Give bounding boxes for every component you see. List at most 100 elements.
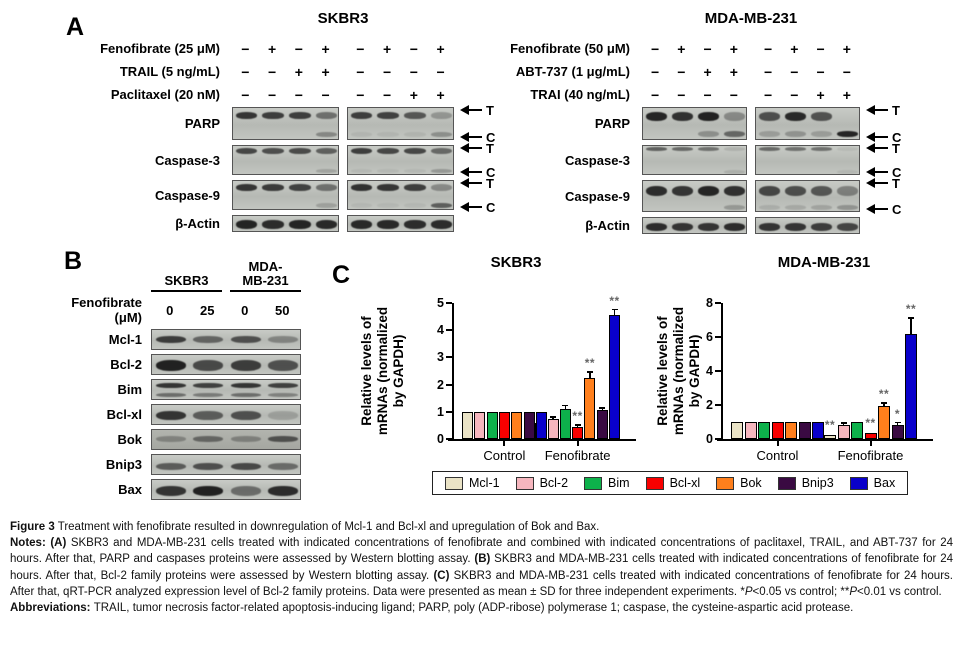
protein-row: Caspase-9 T C <box>500 176 906 217</box>
y-tick-label: 2 <box>437 377 444 392</box>
significance-marker: ** <box>878 387 890 402</box>
treatment-sign: − <box>268 86 277 103</box>
blot-lanes <box>151 404 301 425</box>
protein-label: Caspase-9 <box>154 187 220 203</box>
legend-label: Bcl-2 <box>539 476 569 490</box>
protein-band <box>430 183 453 191</box>
error-bar <box>564 405 566 410</box>
protein-band <box>230 335 261 343</box>
treatment-signs: − − + + − − − − <box>642 64 860 80</box>
protein-band <box>784 222 806 231</box>
protein-row: Bax <box>48 479 301 500</box>
bar-bax <box>609 315 620 439</box>
x-group-label: Fenofibrate <box>544 448 611 463</box>
treatment-sign: − <box>356 63 365 80</box>
legend-item-bcl-2: Bcl-2 <box>515 476 569 490</box>
blot-strip <box>347 107 454 140</box>
legend-swatch <box>716 476 735 490</box>
treatment-sign: − <box>677 63 686 80</box>
protein-row: β-Actin <box>500 217 906 234</box>
treatment-sign: − <box>651 86 660 103</box>
protein-band <box>315 203 338 209</box>
cell-line-header-row: SKBR3 MDA- MB-231 <box>48 252 301 295</box>
protein-band <box>758 185 780 196</box>
protein-row: Caspase-9 T C <box>62 176 500 215</box>
sign-group: − + − + <box>232 41 339 57</box>
protein-band <box>350 183 373 191</box>
protein-band <box>268 393 299 398</box>
blot-lanes <box>642 217 860 234</box>
protein-band <box>377 203 399 209</box>
bar-bcl-xl <box>864 433 877 439</box>
sign-group: − − − − <box>347 64 454 80</box>
protein-band <box>377 131 399 137</box>
protein-band <box>404 169 426 174</box>
protein-row: PARP T C <box>500 103 906 145</box>
arrow-label: T <box>892 175 900 191</box>
legend-swatch <box>515 476 534 490</box>
protein-band <box>758 111 780 121</box>
protein-band <box>811 147 833 151</box>
protein-band <box>193 393 224 398</box>
treatment-sign: − <box>241 63 250 80</box>
protein-band <box>155 411 186 420</box>
left-arrow-icon <box>460 178 482 188</box>
left-arrow-icon <box>866 132 888 142</box>
protein-band <box>315 169 338 174</box>
y-tick-label: 4 <box>437 323 444 338</box>
protein-label: Bcl-xl <box>106 407 142 422</box>
blot-panel-skbr3: SKBR3 Fenofibrate (25 μM) − + − + − + − + TRAIL (5… <box>62 10 500 237</box>
dose-value: 0 <box>166 302 174 318</box>
error-bar <box>552 417 554 420</box>
chart-title: SKBR3 <box>490 254 542 271</box>
arrow-label: T <box>486 102 494 118</box>
protein-band <box>837 169 859 174</box>
y-tick-label: 6 <box>706 330 713 344</box>
bar-bnip3 <box>798 422 811 439</box>
y-tick <box>715 438 721 440</box>
sign-group: − − − − <box>232 87 339 103</box>
protein-label: β-Actin <box>175 216 220 231</box>
treatment-sign: + <box>703 63 712 80</box>
arrow-label: C <box>486 164 496 180</box>
blot-strip <box>151 379 301 400</box>
protein-row: Bok <box>48 429 301 450</box>
protein-label: Mcl-1 <box>108 332 142 347</box>
band-arrow-c: C <box>860 165 901 180</box>
protein-band <box>811 222 833 231</box>
protein-band <box>758 131 780 138</box>
protein-band <box>268 383 299 389</box>
caption-abbreviations: Abbreviations: TRAIL, tumor necrosis fac… <box>10 600 953 616</box>
protein-band <box>377 183 399 191</box>
treatment-sign: + <box>790 40 799 57</box>
legend-label: Mcl-1 <box>469 476 500 490</box>
blot-lanes <box>642 145 860 175</box>
treatment-label: Fenofibrate (50 μM) <box>510 41 630 56</box>
treatment-sign: − <box>703 86 712 103</box>
protein-band <box>350 147 373 154</box>
left-arrow-icon <box>460 167 482 177</box>
protein-band <box>837 147 859 151</box>
arrow-column <box>454 215 500 232</box>
protein-band <box>268 485 299 496</box>
arrow-label: T <box>892 140 900 156</box>
caption-text: Abbreviations: <box>10 602 94 615</box>
legend-item-bcl-xl: Bcl-xl <box>645 476 700 490</box>
x-tick <box>869 441 872 446</box>
protein-band <box>645 185 667 196</box>
protein-band <box>698 185 720 196</box>
treatment-sign: − <box>842 63 851 80</box>
error-bar-cap <box>840 422 847 424</box>
x-tick <box>576 441 579 446</box>
protein-row: Mcl-1 <box>48 329 301 350</box>
sign-group: − − − − <box>642 87 747 103</box>
protein-band <box>430 131 453 137</box>
protein-band <box>784 147 806 151</box>
bar-bim <box>851 422 863 439</box>
treatment-sign: − <box>651 40 660 57</box>
significance-marker: * <box>894 406 901 421</box>
protein-band <box>230 383 261 389</box>
y-axis-label: Relative levels of mRNAs (normalized by GA… <box>359 307 407 435</box>
caption-text: P <box>744 585 753 598</box>
protein-band <box>784 204 806 210</box>
